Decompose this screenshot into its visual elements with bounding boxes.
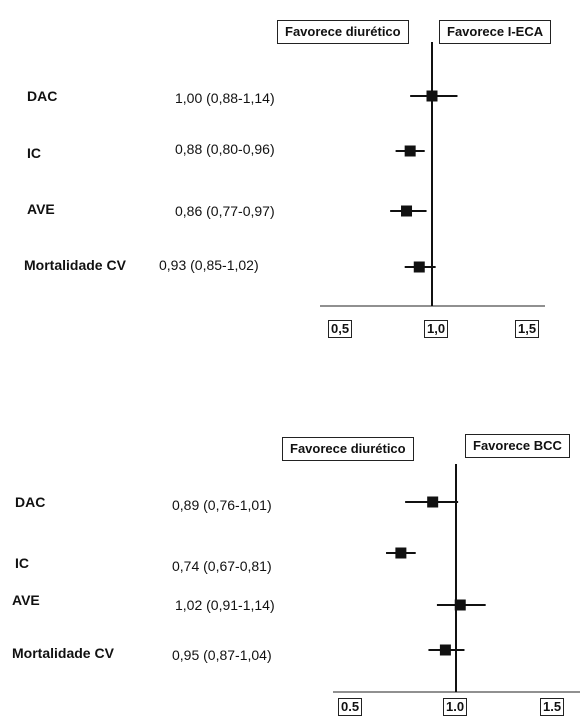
- row-value: 0,88 (0,80-0,96): [175, 141, 275, 157]
- row-label: Mortalidade CV: [12, 645, 114, 661]
- row-label: IC: [27, 145, 41, 161]
- row-value: 1,00 (0,88-1,14): [175, 90, 275, 106]
- point-estimate-marker: [413, 261, 425, 273]
- row-value: 0,93 (0,85-1,02): [159, 257, 259, 273]
- row-value: 1,02 (0,91-1,14): [175, 597, 275, 613]
- x-tick-label: 1.0: [443, 698, 468, 716]
- row-value: 0,89 (0,76-1,01): [172, 497, 272, 513]
- point-estimate-marker: [395, 547, 407, 559]
- row-value: 0,86 (0,77-0,97): [175, 203, 275, 219]
- favors-diuretic-label-1: Favorece diurético: [277, 20, 409, 44]
- favors-comparator-label-1: Favorece I-ECA: [439, 20, 552, 44]
- point-estimate-marker: [404, 145, 416, 157]
- favors-diuretic-label-2: Favorece diurético: [282, 437, 414, 461]
- x-tick-label: 1,0: [424, 320, 449, 338]
- point-estimate-marker: [439, 644, 451, 656]
- row-value: 0,95 (0,87-1,04): [172, 647, 272, 663]
- row-label: AVE: [12, 592, 40, 608]
- row-label: IC: [15, 555, 29, 571]
- point-estimate-marker: [427, 496, 439, 508]
- row-label: Mortalidade CV: [24, 257, 126, 273]
- point-estimate-marker: [426, 90, 438, 102]
- row-value: 0,74 (0,67-0,81): [172, 558, 272, 574]
- x-tick-label: 0.5: [338, 698, 363, 716]
- row-label: AVE: [27, 201, 55, 217]
- favors-comparator-label-2: Favorece BCC: [465, 434, 570, 458]
- row-label: DAC: [27, 88, 58, 104]
- x-tick-label: 0,5: [328, 320, 353, 338]
- point-estimate-marker: [401, 205, 413, 217]
- x-tick-label: 1,5: [515, 320, 540, 338]
- row-label: DAC: [15, 494, 46, 510]
- point-estimate-marker: [454, 599, 466, 611]
- x-tick-label: 1.5: [540, 698, 565, 716]
